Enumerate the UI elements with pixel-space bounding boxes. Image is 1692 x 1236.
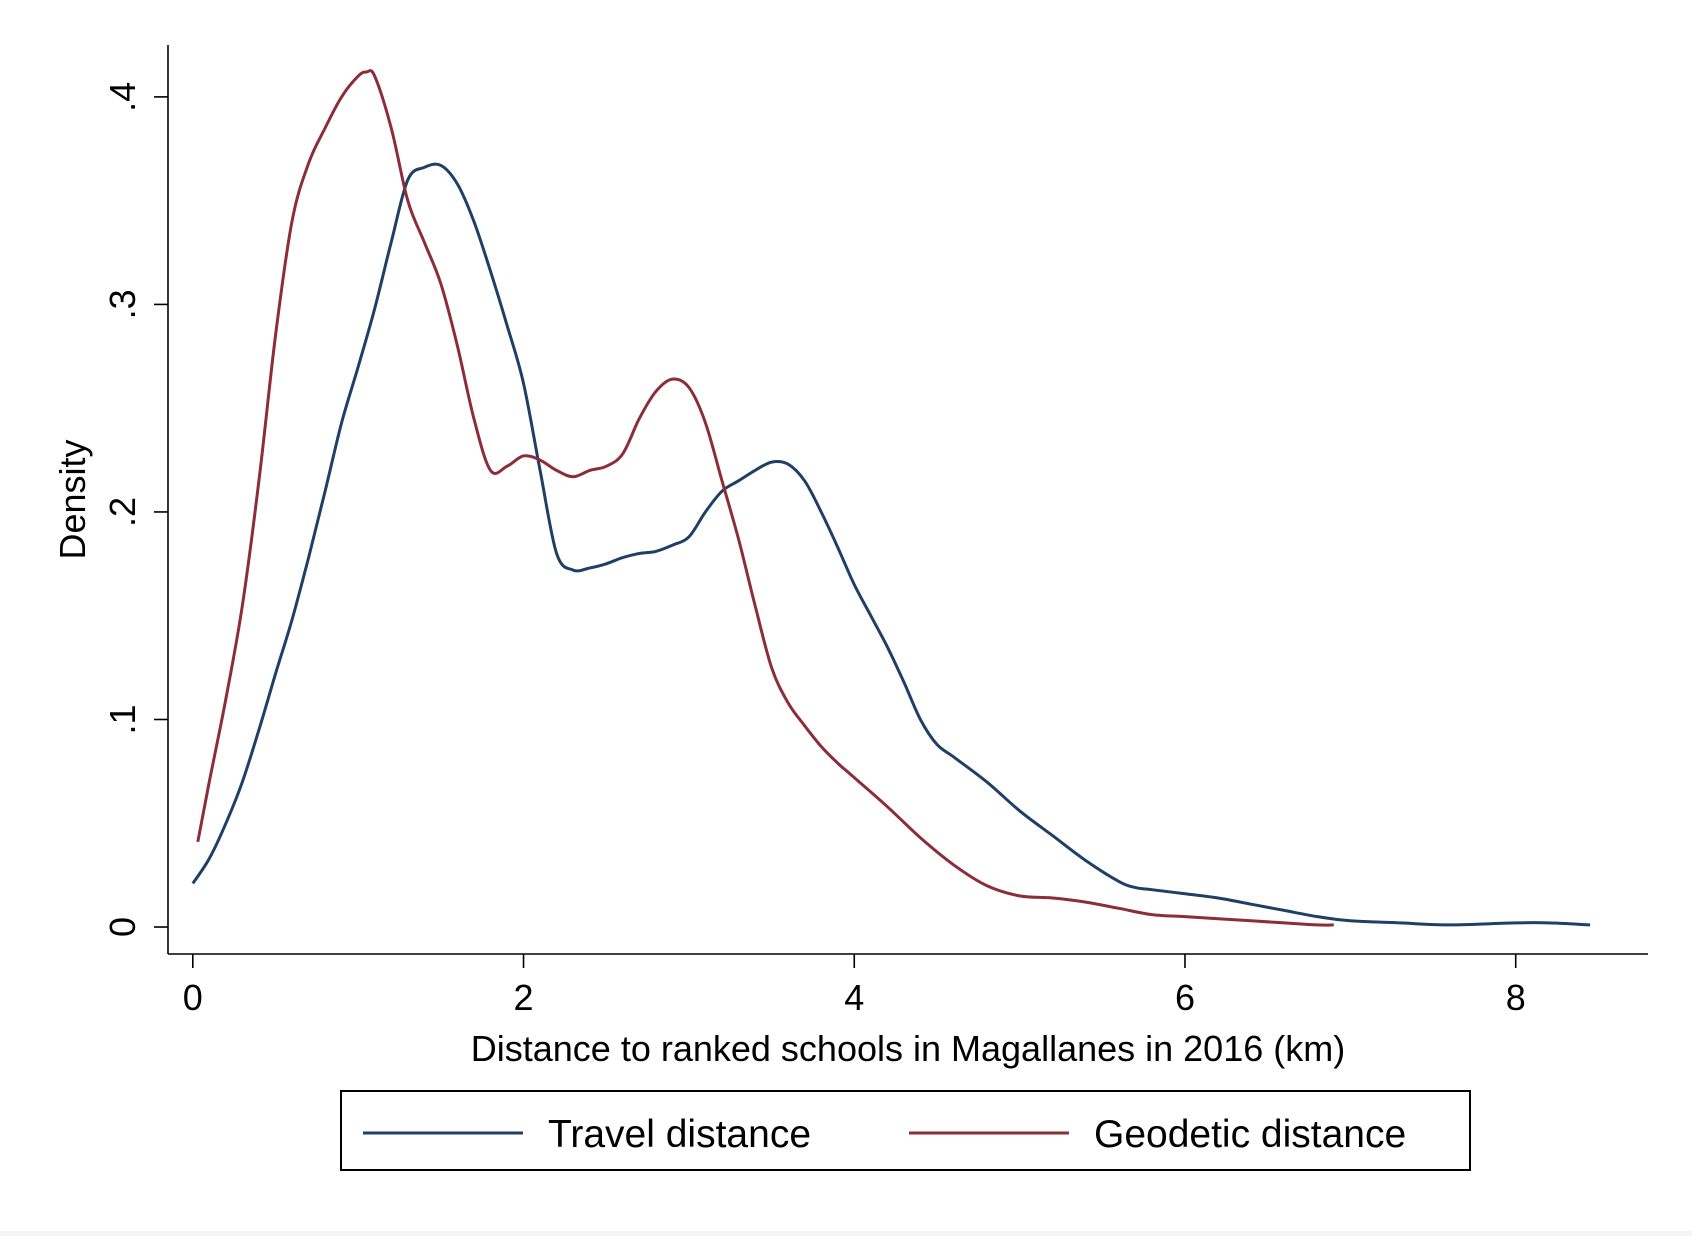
x-tick-label: 0 (183, 977, 203, 1018)
legend-box (340, 1090, 1471, 1171)
y-tick-label: .3 (102, 289, 143, 319)
x-tick-label: 8 (1506, 977, 1526, 1018)
legend-label-geodetic-distance: Geodetic distance (1094, 1113, 1406, 1156)
y-axis-ticks: 0 .1 .2 .3 .4 (102, 82, 168, 937)
y-tick-label: 0 (102, 917, 143, 937)
series-line-travel-distance (191, 162, 1591, 927)
y-tick-label: .4 (102, 82, 143, 112)
y-axis-label: Density (52, 439, 93, 559)
y-tick-label: .2 (102, 497, 143, 527)
x-axis-ticks: 0 2 4 6 8 (183, 954, 1526, 1018)
x-tick-label: 2 (514, 977, 534, 1018)
series-layer (191, 69, 1591, 927)
legend: Travel distance Geodetic distance (340, 1090, 1471, 1171)
y-tick-label: .1 (102, 704, 143, 734)
x-tick-label: 6 (1175, 977, 1195, 1018)
x-tick-label: 4 (844, 977, 864, 1018)
legend-label-travel-distance: Travel distance (548, 1113, 811, 1156)
series-line-geodetic-distance (196, 69, 1334, 927)
x-axis-label: Distance to ranked schools in Magallanes… (471, 1028, 1345, 1069)
